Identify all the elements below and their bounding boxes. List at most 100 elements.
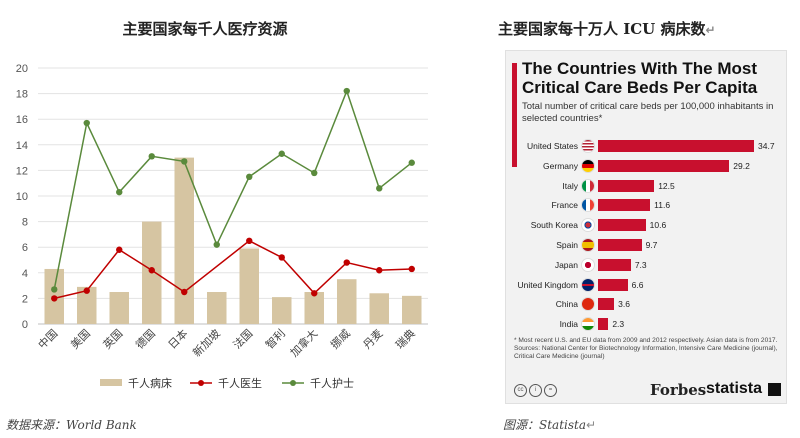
icu-row: Japan 7.3	[506, 258, 786, 272]
point-千人护士-新加坡	[213, 241, 220, 248]
point-千人护士-德国	[148, 153, 155, 160]
y-tick-label: 12	[16, 165, 28, 177]
flag-icon-it	[582, 179, 594, 192]
bar-新加坡	[207, 292, 227, 324]
bar-法国	[239, 248, 259, 324]
bar-value-label: 10.6	[649, 220, 667, 231]
x-tick-label: 法国	[230, 326, 255, 351]
country-label: South Korea	[530, 220, 578, 231]
infographic-notes: * Most recent U.S. and EU data from 2009…	[514, 337, 782, 361]
point-千人医生-加拿大	[311, 290, 318, 297]
bar-value-label: 3.6	[618, 299, 630, 310]
point-千人医生-美国	[83, 287, 90, 294]
country-label: China	[555, 299, 578, 310]
legend-marker-千人医生	[198, 380, 204, 386]
forbes-logo: Forbes	[650, 381, 707, 399]
x-tick-label: 美国	[68, 327, 93, 352]
flag-icon-in	[582, 318, 594, 331]
icu-row: Italy 12.5	[506, 179, 786, 193]
bar-加拿大	[304, 292, 324, 324]
bar-value-label: 12.5	[658, 180, 675, 191]
x-tick-label: 中国	[36, 327, 61, 352]
y-tick-label: 6	[22, 242, 28, 254]
series-line-千人护士	[53, 88, 413, 290]
country-label: India	[559, 319, 578, 330]
flag-icon-jp	[582, 258, 594, 271]
icu-bar	[598, 159, 730, 172]
point-千人医生-法国	[246, 237, 253, 244]
point-千人医生-中国	[51, 295, 58, 302]
icu-bar	[598, 239, 642, 251]
flag-icon-cn	[582, 298, 594, 311]
y-tick-label: 2	[22, 293, 28, 305]
icu-bar	[598, 318, 609, 331]
bar-日本	[174, 157, 194, 324]
point-千人护士-法国	[246, 173, 253, 180]
point-千人护士-美国	[83, 119, 90, 127]
flag-icon-kr	[582, 219, 594, 232]
icu-row: South Korea 10.6	[506, 218, 786, 232]
point-千人护士-挪威	[343, 87, 350, 95]
point-千人护士-瑞典	[408, 159, 415, 166]
point-千人医生-挪威	[343, 259, 350, 266]
icu-row: India 2.3	[506, 317, 786, 331]
point-千人医生-德国	[148, 267, 155, 274]
x-tick-label: 加拿大	[287, 326, 320, 359]
bar-value-label: 6.6	[631, 279, 644, 290]
title-accent-bar	[512, 63, 517, 167]
y-tick-label: 0	[22, 319, 28, 331]
icu-bar	[598, 258, 631, 271]
x-tick-label: 智利	[262, 326, 287, 351]
legend-marker-千人护士	[290, 380, 296, 386]
icu-bar	[598, 140, 754, 152]
point-千人医生-丹麦	[376, 267, 383, 274]
bar-value-label: 7.3	[634, 259, 647, 270]
legend-swatch-千人病床	[100, 379, 122, 386]
flag-icon-gb	[582, 278, 594, 291]
point-千人护士-智利	[278, 150, 285, 157]
x-tick-label: 新加坡	[190, 326, 223, 359]
medical-resources-chart: 0 2 4 6 8 10 12 14 16 18 20 中国 美国 英国 德国 日本 新加坡 法国 智利 加拿大 挪威丹…	[16, 63, 428, 390]
icu-row: Spain 9.7	[506, 238, 786, 252]
point-千人护士-日本	[181, 158, 188, 165]
point-千人医生-智利	[278, 254, 285, 261]
no-derivatives-icon: =	[544, 384, 557, 397]
icu-bar	[598, 199, 651, 212]
infographic-title: The Countries With The Most Critical Car…	[522, 59, 758, 97]
bar-value-label: 11.6	[654, 200, 671, 211]
icu-bar	[598, 179, 655, 192]
sources-note: Sources: National Center for Biotechnolo…	[514, 345, 778, 360]
left-source-note: 数据来源：World Bank	[6, 418, 137, 432]
point-千人护士-加拿大	[311, 169, 318, 177]
y-tick-label: 16	[16, 114, 28, 126]
x-tick-label: 丹麦	[361, 327, 386, 352]
icu-bar	[598, 298, 615, 311]
point-千人护士-中国	[51, 286, 58, 293]
statista-logo: statista	[706, 380, 763, 397]
bar-value-label: 2.3	[612, 319, 625, 330]
country-label: Italy	[562, 180, 578, 191]
footnote: * Most recent U.S. and EU data from 2009…	[514, 337, 778, 344]
point-千人护士-丹麦	[376, 185, 383, 192]
bar-瑞典	[402, 295, 422, 324]
y-tick-label: 18	[16, 89, 28, 101]
flag-icon-es	[582, 239, 594, 251]
country-label: Spain	[556, 240, 578, 250]
attribution-icon: i	[529, 384, 542, 397]
left-chart-title: 主要国家每千人医疗资源	[122, 20, 288, 38]
icu-row: France 11.6	[506, 198, 786, 212]
country-label: Germany	[543, 160, 578, 171]
flag-icon-fr	[582, 199, 594, 212]
bar-丹麦	[369, 293, 389, 324]
icu-row: Germany 29.2	[506, 159, 786, 173]
icu-row: United States 34.7	[506, 139, 786, 153]
y-tick-label: 10	[16, 191, 28, 203]
x-tick-label: 瑞典	[392, 326, 417, 351]
icu-bar	[598, 278, 628, 291]
infographic-subtitle: Total number of critical care beds per 1…	[522, 101, 774, 124]
icu-bar	[598, 219, 646, 232]
infographic-footer: cc i = Forbes statista	[506, 379, 786, 403]
icu-beds-infographic: The Countries With The Most Critical Car…	[505, 50, 787, 404]
point-千人医生-瑞典	[408, 265, 415, 273]
y-tick-label: 14	[16, 140, 28, 152]
